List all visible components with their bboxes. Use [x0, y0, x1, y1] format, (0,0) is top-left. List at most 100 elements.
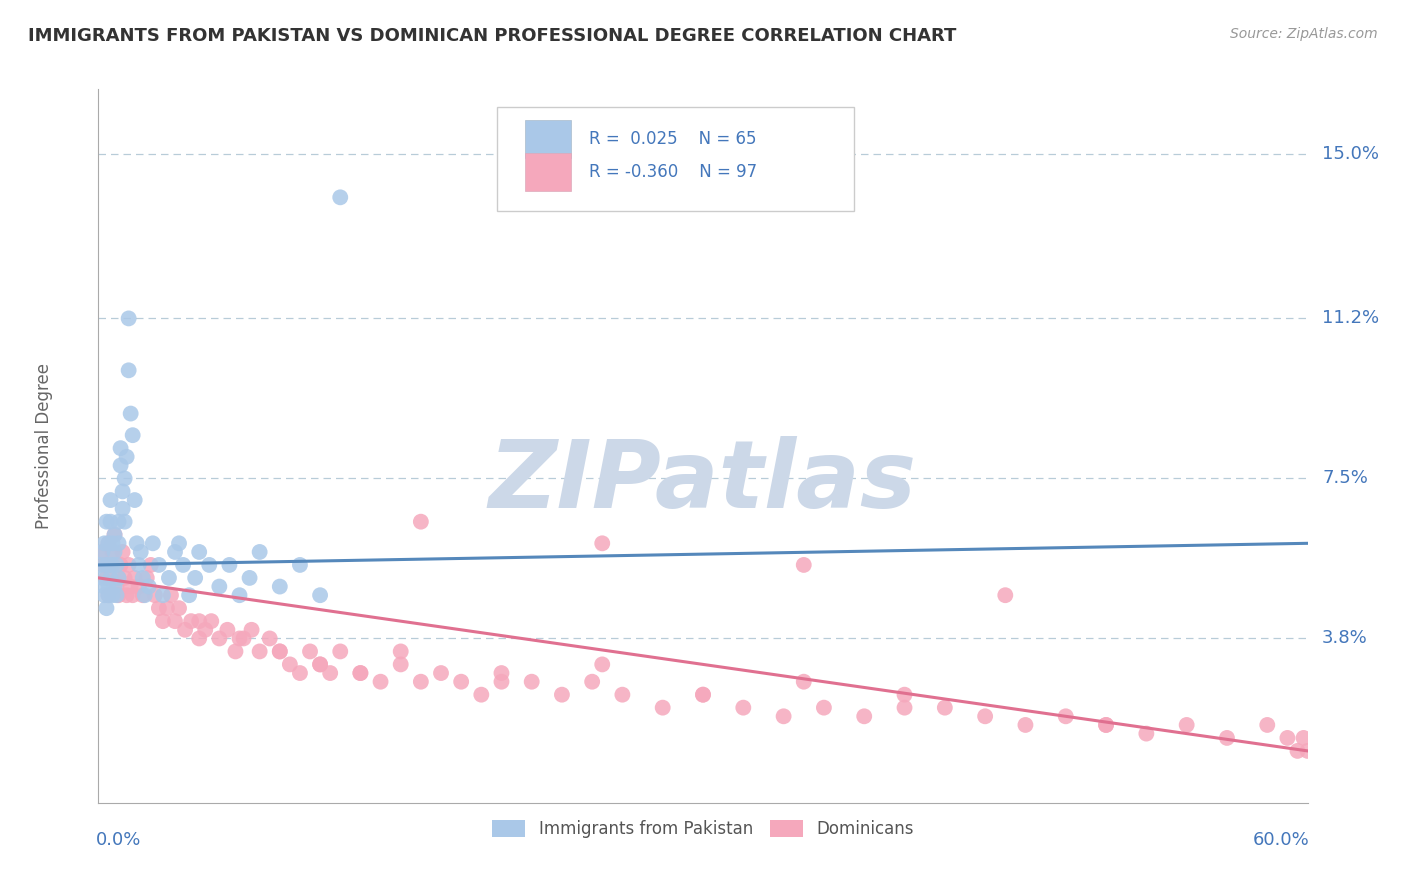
Point	[107, 515, 129, 529]
Text: IMMIGRANTS FROM PAKISTAN VS DOMINICAN PROFESSIONAL DEGREE CORRELATION CHART: IMMIGRANTS FROM PAKISTAN VS DOMINICAN PR…	[28, 27, 956, 45]
Point	[111, 501, 134, 516]
Point	[167, 601, 190, 615]
Point	[188, 632, 211, 646]
Point	[299, 644, 322, 658]
FancyBboxPatch shape	[526, 153, 571, 191]
Point	[97, 558, 120, 572]
Point	[228, 588, 250, 602]
Point	[329, 190, 352, 204]
Point	[101, 558, 124, 572]
Point	[1277, 731, 1299, 745]
Point	[430, 666, 453, 681]
Point	[240, 623, 263, 637]
Point	[148, 558, 170, 572]
Point	[107, 571, 129, 585]
Point	[93, 588, 115, 602]
Point	[91, 571, 114, 585]
Point	[409, 674, 432, 689]
Point	[1095, 718, 1118, 732]
Text: 0.0%: 0.0%	[96, 831, 142, 849]
Point	[1135, 726, 1157, 740]
Point	[96, 571, 118, 585]
Point	[1256, 718, 1278, 732]
Point	[319, 666, 342, 681]
Point	[152, 614, 174, 628]
Point	[152, 588, 174, 602]
FancyBboxPatch shape	[498, 107, 855, 211]
Point	[148, 601, 170, 615]
Point	[163, 614, 186, 628]
Point	[167, 536, 190, 550]
Point	[111, 545, 134, 559]
Point	[188, 614, 211, 628]
Text: 11.2%: 11.2%	[1322, 310, 1379, 327]
Point	[349, 666, 371, 681]
Point	[142, 536, 165, 550]
Point	[118, 558, 141, 572]
Point	[97, 588, 120, 602]
Point	[288, 666, 311, 681]
Point	[1292, 731, 1315, 745]
Point	[128, 580, 150, 594]
Point	[115, 588, 138, 602]
Point	[813, 700, 835, 714]
Point	[91, 545, 114, 559]
Point	[184, 571, 207, 585]
Point	[772, 709, 794, 723]
Point	[128, 558, 150, 572]
Point	[450, 674, 472, 689]
Point	[288, 558, 311, 572]
Point	[228, 632, 250, 646]
Point	[100, 515, 122, 529]
Point	[115, 450, 138, 464]
Point	[107, 588, 129, 602]
Point	[132, 571, 155, 585]
Text: Professional Degree: Professional Degree	[35, 363, 53, 529]
Point	[124, 493, 146, 508]
Point	[581, 674, 603, 689]
Point	[139, 558, 162, 572]
Point	[93, 536, 115, 550]
Point	[97, 588, 120, 602]
Point	[934, 700, 956, 714]
Point	[893, 688, 915, 702]
Point	[520, 674, 543, 689]
Point	[793, 558, 815, 572]
Point	[91, 545, 114, 559]
Point	[118, 311, 141, 326]
Point	[409, 515, 432, 529]
Point	[389, 657, 412, 672]
Point	[111, 484, 134, 499]
Point	[269, 644, 291, 658]
Point	[96, 558, 118, 572]
Point	[491, 666, 513, 681]
Legend: Immigrants from Pakistan, Dominicans: Immigrants from Pakistan, Dominicans	[485, 813, 921, 845]
Point	[143, 588, 166, 602]
Point	[124, 571, 146, 585]
Point	[105, 588, 128, 602]
Point	[249, 644, 271, 658]
Point	[1095, 718, 1118, 732]
Point	[208, 632, 231, 646]
Text: R = -0.360    N = 97: R = -0.360 N = 97	[589, 163, 758, 181]
Point	[103, 527, 125, 541]
Point	[107, 536, 129, 550]
Text: 3.8%: 3.8%	[1322, 630, 1368, 648]
Point	[612, 688, 634, 702]
Point	[110, 558, 132, 572]
Point	[93, 580, 115, 594]
Point	[120, 580, 142, 594]
Point	[179, 588, 201, 602]
Point	[103, 545, 125, 559]
Text: 15.0%: 15.0%	[1322, 145, 1379, 163]
Text: 60.0%: 60.0%	[1253, 831, 1310, 849]
Point	[156, 601, 179, 615]
Point	[217, 623, 239, 637]
Point	[470, 688, 492, 702]
Point	[174, 623, 197, 637]
Point	[309, 657, 332, 672]
Point	[101, 545, 124, 559]
Point	[96, 601, 118, 615]
Point	[551, 688, 574, 702]
Point	[105, 558, 128, 572]
